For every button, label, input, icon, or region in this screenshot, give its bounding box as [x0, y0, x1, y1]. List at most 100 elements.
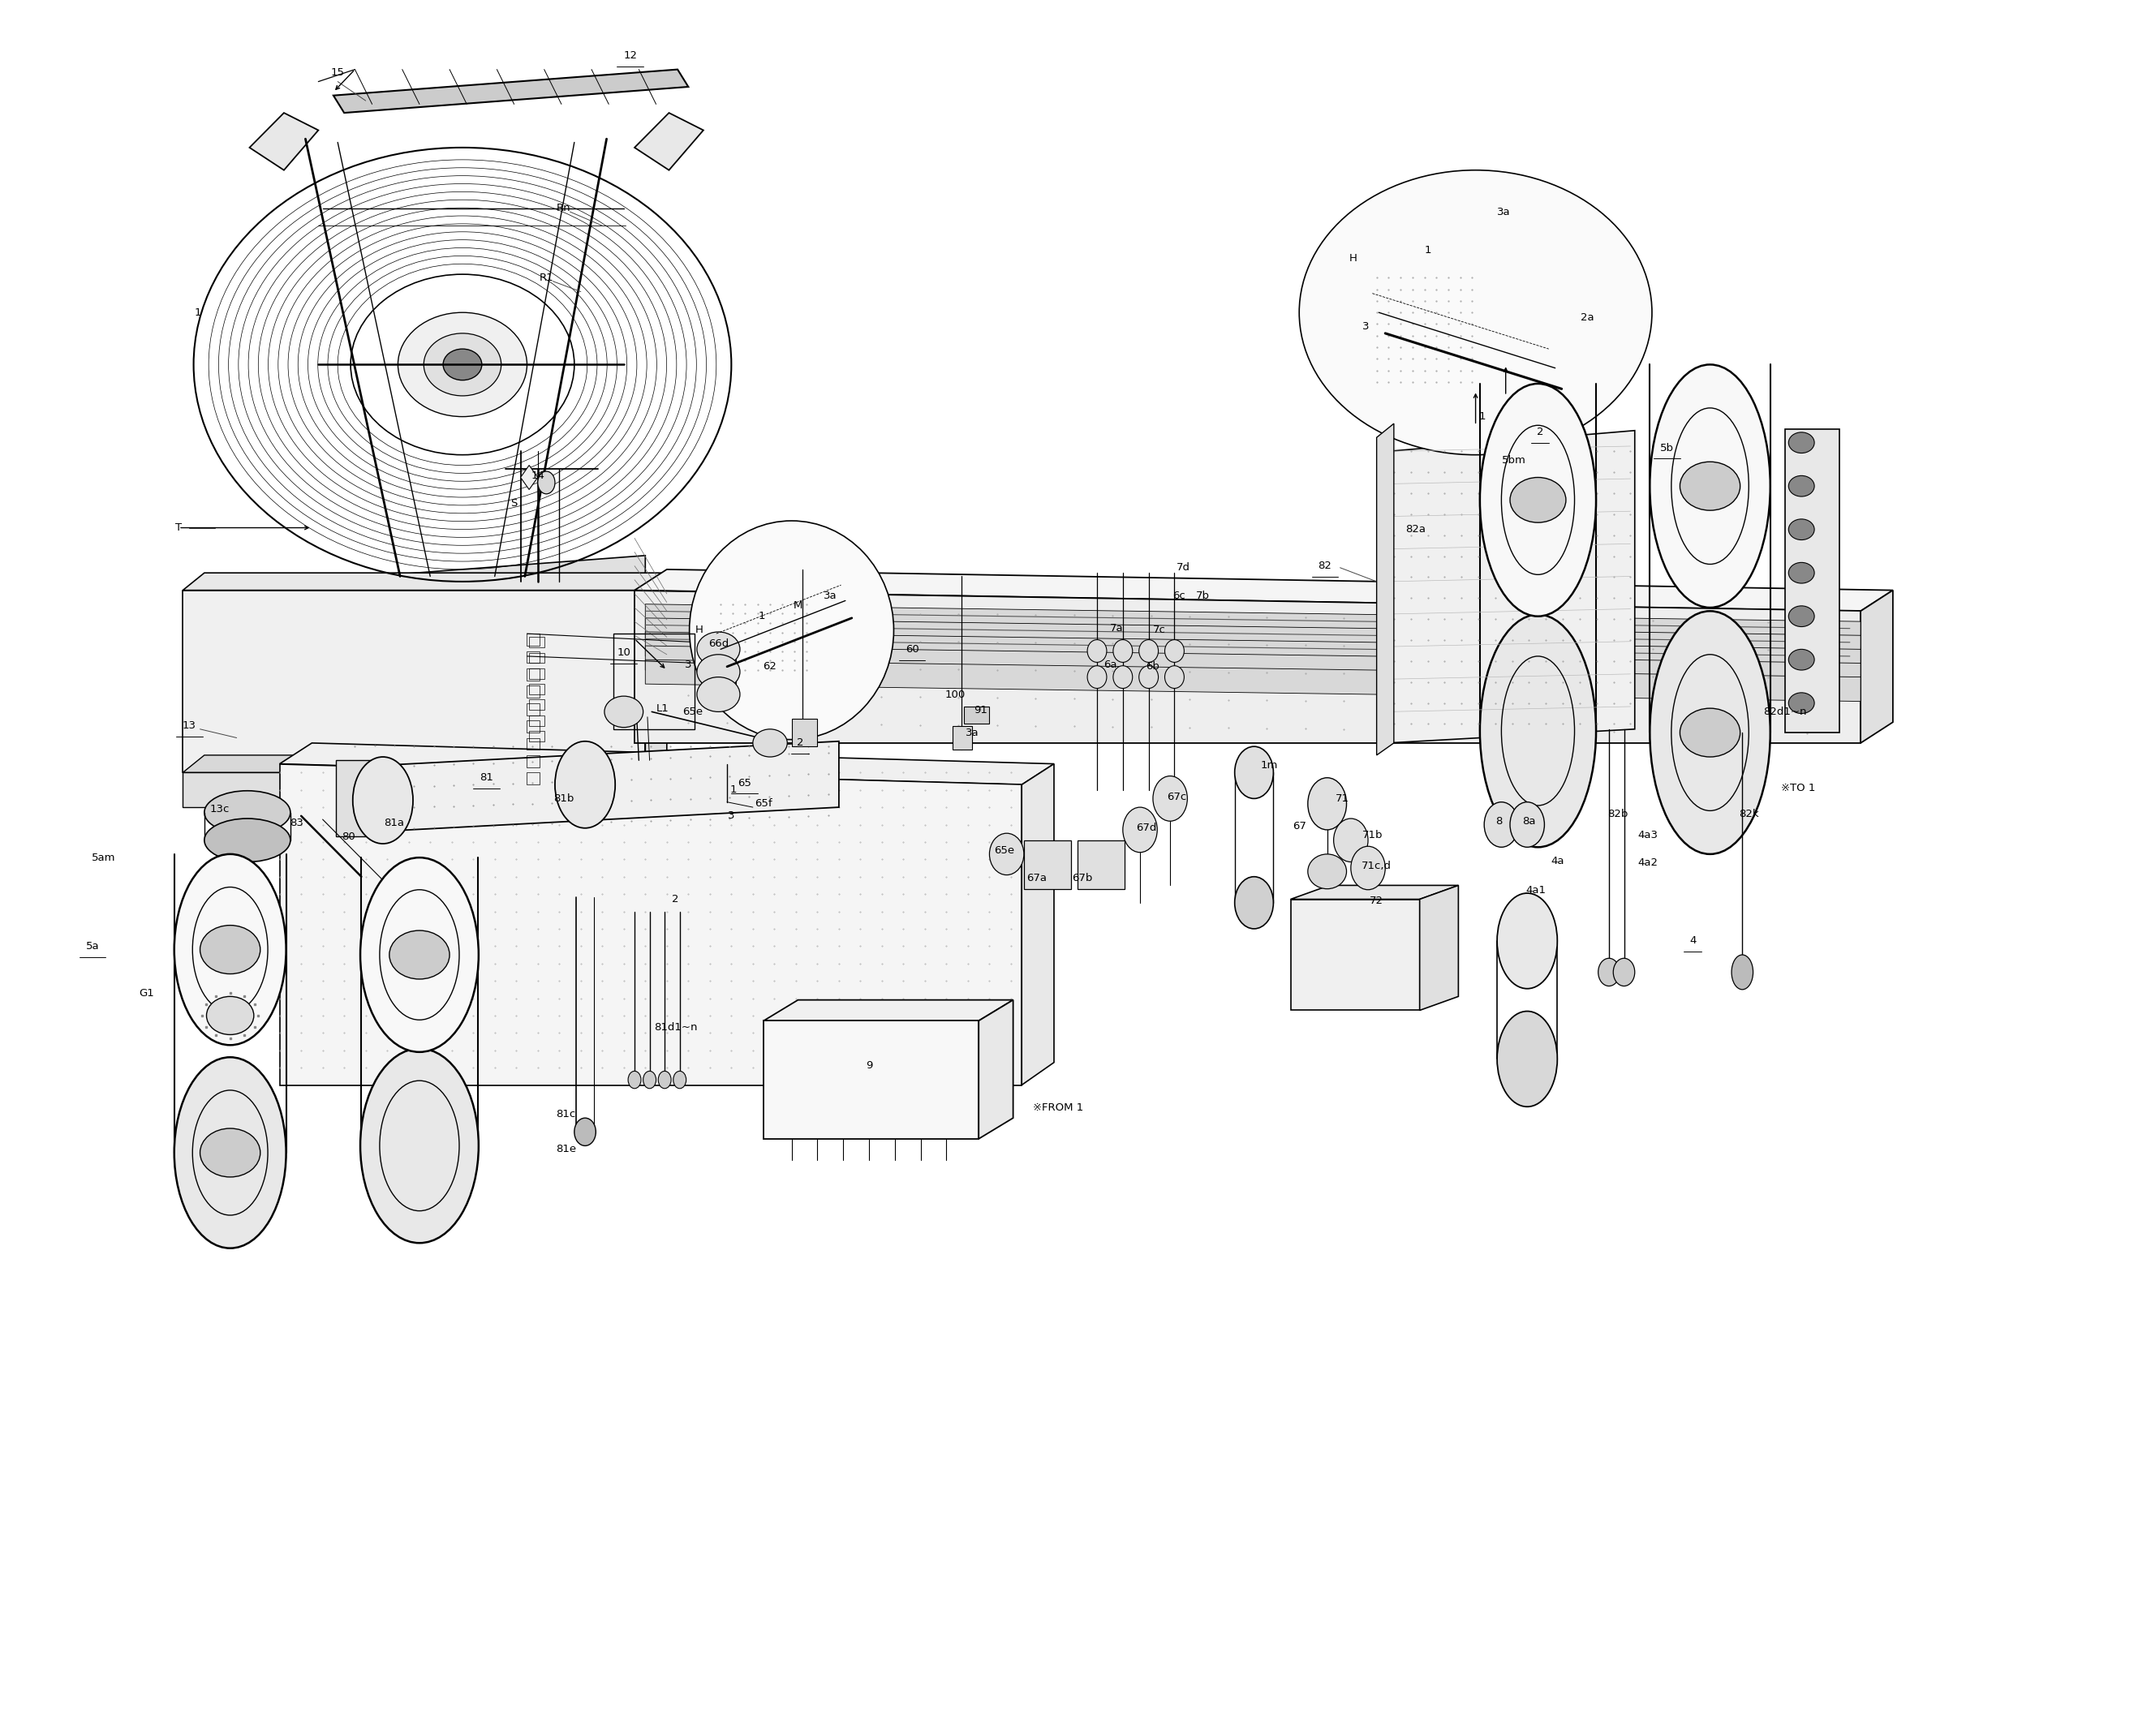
- Text: 71: 71: [1336, 793, 1349, 804]
- Ellipse shape: [1166, 667, 1183, 689]
- Text: G1: G1: [138, 988, 155, 998]
- Bar: [529, 715, 544, 726]
- Text: 10: 10: [617, 648, 630, 658]
- Polygon shape: [1387, 431, 1635, 743]
- Text: 71c,d: 71c,d: [1362, 861, 1392, 871]
- Circle shape: [443, 349, 482, 380]
- Circle shape: [1510, 477, 1566, 523]
- Polygon shape: [635, 569, 1893, 611]
- Text: 5a: 5a: [86, 941, 99, 951]
- Circle shape: [1790, 649, 1815, 670]
- Text: 82a: 82a: [1405, 524, 1426, 535]
- Bar: [527, 773, 540, 785]
- Polygon shape: [183, 755, 667, 773]
- Text: 81a: 81a: [383, 818, 404, 828]
- Text: 1: 1: [729, 785, 738, 795]
- Ellipse shape: [538, 472, 555, 495]
- Text: 82k: 82k: [1738, 809, 1760, 819]
- Bar: [529, 653, 544, 663]
- Ellipse shape: [174, 854, 286, 1045]
- Text: 67b: 67b: [1071, 873, 1093, 884]
- Text: M: M: [794, 601, 802, 611]
- Circle shape: [398, 312, 527, 417]
- Circle shape: [200, 1128, 260, 1177]
- Polygon shape: [1377, 424, 1394, 755]
- Ellipse shape: [673, 1071, 686, 1088]
- Ellipse shape: [353, 757, 413, 844]
- Ellipse shape: [1114, 641, 1131, 663]
- Ellipse shape: [643, 1071, 656, 1088]
- Text: 4a: 4a: [1551, 856, 1564, 866]
- Bar: [1078, 840, 1125, 889]
- Bar: [792, 719, 817, 746]
- Polygon shape: [250, 113, 318, 170]
- Text: H: H: [695, 625, 703, 635]
- Circle shape: [1680, 462, 1740, 510]
- Polygon shape: [1022, 764, 1054, 1085]
- Bar: [527, 634, 540, 646]
- Text: 7d: 7d: [1177, 562, 1190, 573]
- Bar: [1785, 429, 1839, 733]
- Polygon shape: [183, 773, 344, 807]
- Text: 1: 1: [194, 307, 202, 318]
- Text: 13c: 13c: [209, 804, 230, 814]
- Polygon shape: [280, 764, 1022, 1085]
- Ellipse shape: [1140, 641, 1157, 663]
- Text: 81e: 81e: [555, 1144, 576, 1154]
- Bar: [964, 707, 989, 724]
- Text: 67d: 67d: [1136, 823, 1157, 833]
- Text: T: T: [174, 523, 183, 533]
- Text: 81c: 81c: [555, 1109, 576, 1120]
- Ellipse shape: [1732, 955, 1753, 990]
- Polygon shape: [183, 573, 667, 590]
- Polygon shape: [764, 1021, 979, 1139]
- Circle shape: [424, 333, 501, 396]
- Bar: [527, 651, 540, 663]
- Text: 4a1: 4a1: [1525, 885, 1547, 896]
- Text: 72: 72: [1370, 896, 1383, 906]
- Bar: [529, 668, 544, 679]
- Text: 5b: 5b: [1661, 443, 1673, 453]
- Circle shape: [753, 729, 787, 757]
- Text: 81b: 81b: [553, 793, 574, 804]
- Ellipse shape: [1308, 778, 1347, 830]
- Text: 6c: 6c: [1172, 590, 1185, 601]
- Ellipse shape: [1166, 641, 1183, 663]
- Polygon shape: [344, 741, 839, 833]
- Text: 4a2: 4a2: [1637, 858, 1658, 868]
- Polygon shape: [645, 660, 1861, 701]
- Text: 82d1~n: 82d1~n: [1764, 707, 1807, 717]
- Circle shape: [1790, 432, 1815, 453]
- Text: 1: 1: [1424, 245, 1433, 255]
- Bar: [529, 684, 544, 694]
- Polygon shape: [1861, 590, 1893, 743]
- Bar: [1024, 840, 1071, 889]
- Ellipse shape: [1086, 667, 1106, 689]
- Ellipse shape: [204, 792, 290, 835]
- Ellipse shape: [1480, 615, 1596, 847]
- Text: 65: 65: [738, 778, 751, 788]
- Text: 5bm: 5bm: [1501, 455, 1527, 465]
- Ellipse shape: [1114, 667, 1131, 689]
- Ellipse shape: [204, 819, 290, 863]
- Ellipse shape: [1510, 802, 1544, 847]
- Text: 81d1~n: 81d1~n: [654, 1023, 697, 1033]
- Polygon shape: [1291, 899, 1420, 1010]
- Polygon shape: [333, 69, 688, 113]
- Text: 1m: 1m: [1260, 760, 1278, 771]
- Bar: [527, 668, 540, 681]
- Circle shape: [697, 677, 740, 712]
- Ellipse shape: [989, 833, 1024, 875]
- Bar: [529, 637, 544, 648]
- Text: 83: 83: [290, 818, 303, 828]
- Ellipse shape: [1308, 854, 1347, 889]
- Text: 7c: 7c: [1153, 625, 1166, 635]
- Ellipse shape: [688, 521, 893, 740]
- Ellipse shape: [361, 1049, 480, 1243]
- Ellipse shape: [628, 1071, 641, 1088]
- Ellipse shape: [1497, 894, 1557, 990]
- Text: 7b: 7b: [1196, 590, 1209, 601]
- Text: 2a: 2a: [1581, 312, 1594, 323]
- Text: 9: 9: [865, 1061, 873, 1071]
- Text: H: H: [1349, 253, 1357, 264]
